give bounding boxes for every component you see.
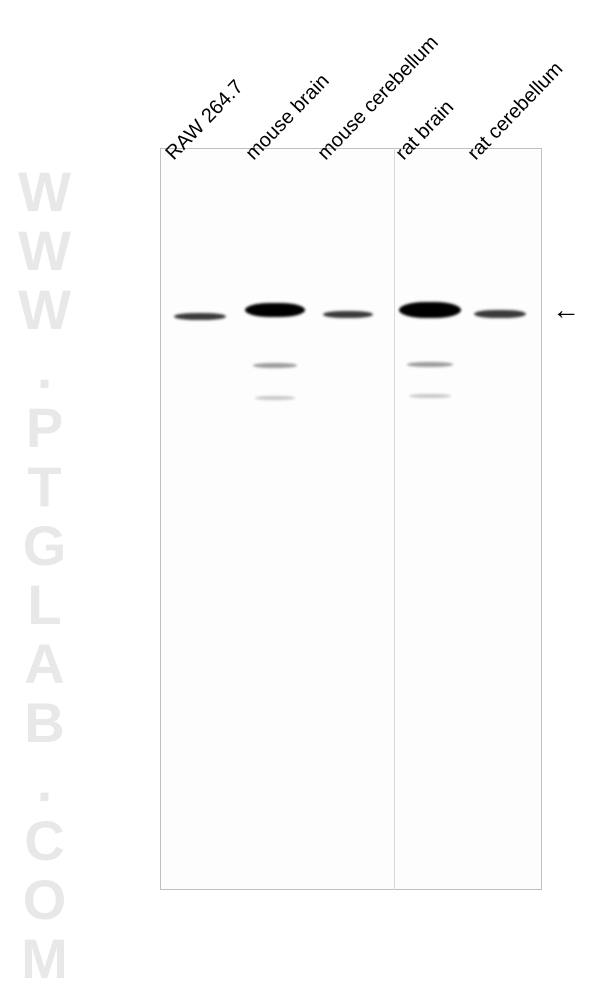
watermark-text: WWW.PTGLAB.COM (12, 160, 77, 986)
lane-label: rat cerebellum (463, 58, 568, 165)
membrane-splice-line (394, 148, 395, 890)
blot-band (323, 311, 373, 318)
figure-container: WWW.PTGLAB.COM RAW 264.7mouse brainmouse… (0, 0, 600, 903)
lane-labels-group: RAW 264.7mouse brainmouse cerebellumrat … (0, 0, 600, 150)
blot-band (253, 363, 297, 368)
target-band-arrow: ← (552, 294, 580, 326)
blot-band (407, 362, 453, 367)
blot-membrane (160, 148, 542, 890)
blot-band (474, 310, 526, 318)
blot-band (409, 394, 451, 398)
blot-band (399, 302, 461, 318)
blot-band (174, 313, 226, 320)
blot-band (255, 396, 295, 400)
blot-band (245, 303, 305, 317)
